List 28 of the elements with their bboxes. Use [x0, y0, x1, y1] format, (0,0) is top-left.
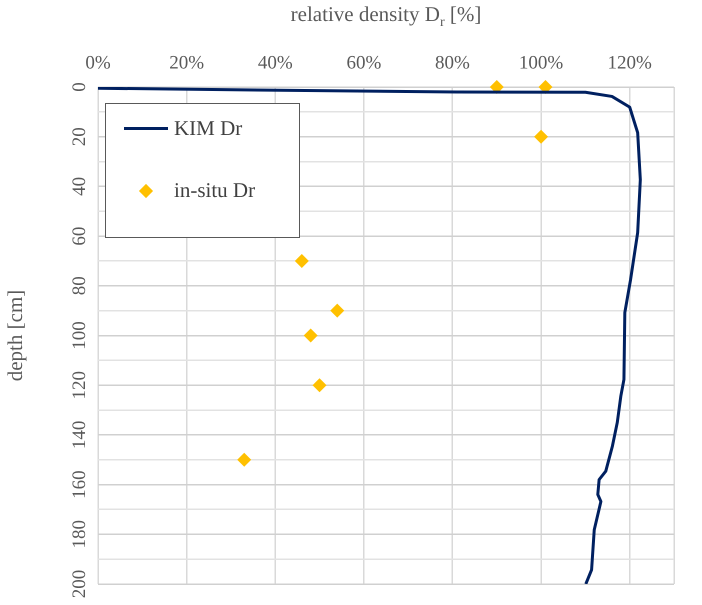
- legend-label: in-situ Dr: [174, 178, 256, 203]
- point: [237, 452, 252, 467]
- x-axis-title: relative density D$_{r}$ [%]: [290, 2, 482, 32]
- legend-label: KIM Dr: [174, 116, 242, 141]
- y-tick-label: 40: [68, 176, 90, 196]
- x-tick-label: 60%: [346, 52, 382, 74]
- y-tick-label: 160: [68, 470, 90, 499]
- point: [330, 304, 344, 318]
- y-tick-label: 20: [68, 127, 90, 146]
- y-tick-label: 0: [68, 82, 90, 92]
- y-tick-label: 100: [68, 321, 90, 350]
- x-tick-label: 80%: [435, 52, 470, 74]
- x-tick-label: 0%: [85, 52, 111, 74]
- x-tick-label: 40%: [258, 52, 293, 74]
- y-axis-title: depth [cm]: [3, 290, 28, 382]
- x-tick-label: 120%: [608, 52, 652, 74]
- y-tick-label: 200: [68, 570, 90, 598]
- point: [312, 378, 327, 392]
- point: [294, 254, 309, 268]
- point: [534, 130, 548, 144]
- y-tick-label: 60: [68, 226, 90, 246]
- y-tick-label: 80: [68, 276, 90, 296]
- y-tick-label: 120: [68, 370, 90, 400]
- y-tick-label: 140: [68, 420, 90, 450]
- point: [304, 328, 318, 342]
- y-tick-label: 180: [68, 520, 90, 549]
- x-tick-label: 20%: [169, 52, 204, 74]
- x-tick-label: 100%: [518, 52, 564, 74]
